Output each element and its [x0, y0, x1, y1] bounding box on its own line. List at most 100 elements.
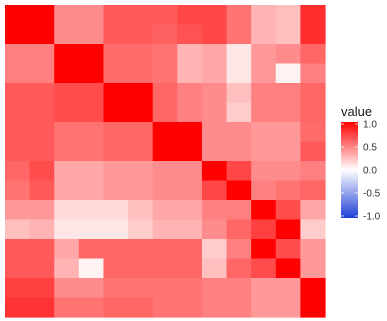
- heatmap-cell: [128, 297, 154, 318]
- heatmap-cell: [201, 278, 228, 299]
- heatmap-cell: [300, 278, 326, 299]
- heatmap-cell: [300, 297, 326, 318]
- heatmap-cell: [177, 278, 203, 299]
- heatmap-cell: [103, 219, 129, 240]
- heatmap-cell: [177, 200, 203, 221]
- heatmap-cell: [78, 63, 105, 84]
- heatmap-cell: [54, 122, 80, 143]
- heatmap-cell: [177, 5, 203, 26]
- heatmap-cell: [300, 258, 326, 279]
- heatmap-cell: [29, 83, 55, 104]
- heatmap-cell: [177, 24, 203, 45]
- heatmap-cell: [177, 297, 203, 318]
- heatmap-cell: [275, 219, 301, 240]
- heatmap-cell: [29, 297, 55, 318]
- heatmap-cell: [251, 219, 277, 240]
- heatmap-cell: [275, 63, 301, 84]
- heatmap-cell: [152, 44, 178, 65]
- heatmap-cell: [226, 44, 252, 65]
- heatmap-cell: [128, 83, 154, 104]
- heatmap-cell: [78, 239, 105, 260]
- heatmap-cell: [226, 219, 252, 240]
- heatmap-cell: [78, 278, 105, 299]
- heatmap-cell: [152, 5, 178, 26]
- heatmap-cell: [275, 102, 301, 123]
- heatmap-cell: [29, 141, 55, 162]
- heatmap-cell: [177, 258, 203, 279]
- heatmap-cell: [152, 219, 178, 240]
- heatmap-cell: [103, 5, 129, 26]
- heatmap-cell: [251, 161, 277, 182]
- heatmap-cell: [300, 180, 326, 201]
- heatmap-cell: [152, 83, 178, 104]
- heatmap-cell: [78, 83, 105, 104]
- heatmap-cell: [54, 141, 80, 162]
- heatmap-cell: [128, 24, 154, 45]
- heatmap-cell: [5, 161, 31, 182]
- heatmap-cell: [201, 258, 228, 279]
- heatmap-cell: [54, 180, 80, 201]
- heatmap-cell: [29, 161, 55, 182]
- heatmap-cell: [275, 141, 301, 162]
- heatmap-cell: [251, 239, 277, 260]
- heatmap-cell: [29, 258, 55, 279]
- heatmap-cell: [177, 44, 203, 65]
- heatmap-cell: [201, 122, 228, 143]
- heatmap-cell: [152, 180, 178, 201]
- heatmap-cell: [201, 5, 228, 26]
- heatmap-cell: [128, 258, 154, 279]
- heatmap-cell: [103, 83, 129, 104]
- heatmap-cell: [29, 102, 55, 123]
- heatmap-cell: [29, 24, 55, 45]
- heatmap-cell: [128, 5, 154, 26]
- heatmap-cell: [177, 83, 203, 104]
- heatmap-cell: [226, 141, 252, 162]
- heatmap-cell: [103, 24, 129, 45]
- heatmap-cell: [54, 297, 80, 318]
- heatmap-cell: [226, 83, 252, 104]
- heatmap-cell: [29, 200, 55, 221]
- heatmap-cell: [201, 200, 228, 221]
- heatmap-cell: [103, 278, 129, 299]
- heatmap-cell: [128, 200, 154, 221]
- heatmap-cell: [78, 219, 105, 240]
- heatmap-cell: [226, 122, 252, 143]
- heatmap-cell: [128, 219, 154, 240]
- legend: value 1.0 0.5 0.0 -0.5 -1.0: [341, 104, 381, 223]
- heatmap-cell: [78, 200, 105, 221]
- heatmap-cell: [128, 180, 154, 201]
- heatmap-cell: [78, 297, 105, 318]
- heatmap-cell: [78, 5, 105, 26]
- heatmap-cell: [54, 24, 80, 45]
- heatmap-cell: [251, 258, 277, 279]
- heatmap-cell: [275, 297, 301, 318]
- heatmap-cell: [177, 141, 203, 162]
- heatmap-cell: [78, 44, 105, 65]
- heatmap-cell: [226, 239, 252, 260]
- heatmap-cell: [29, 278, 55, 299]
- heatmap-cell: [54, 5, 80, 26]
- heatmap-cell: [275, 200, 301, 221]
- heatmap-cell: [300, 63, 326, 84]
- heatmap-cell: [201, 180, 228, 201]
- heatmap-cell: [275, 161, 301, 182]
- heatmap-cell: [201, 161, 228, 182]
- heatmap-cell: [54, 161, 80, 182]
- heatmap-cell: [128, 44, 154, 65]
- heatmap-cell: [201, 141, 228, 162]
- heatmap-cell: [54, 258, 80, 279]
- heatmap-cell: [152, 102, 178, 123]
- heatmap-cell: [152, 63, 178, 84]
- heatmap-cell: [54, 200, 80, 221]
- heatmap-cell: [177, 102, 203, 123]
- heatmap-cell: [201, 44, 228, 65]
- heatmap-cell: [300, 83, 326, 104]
- heatmap-cell: [226, 102, 252, 123]
- legend-tick-label: 1.0: [363, 120, 377, 131]
- heatmap-cell: [251, 44, 277, 65]
- heatmap-cell: [29, 180, 55, 201]
- heatmap-cell: [128, 102, 154, 123]
- heatmap-cell: [54, 219, 80, 240]
- heatmap-cell: [152, 200, 178, 221]
- heatmap-cell: [226, 161, 252, 182]
